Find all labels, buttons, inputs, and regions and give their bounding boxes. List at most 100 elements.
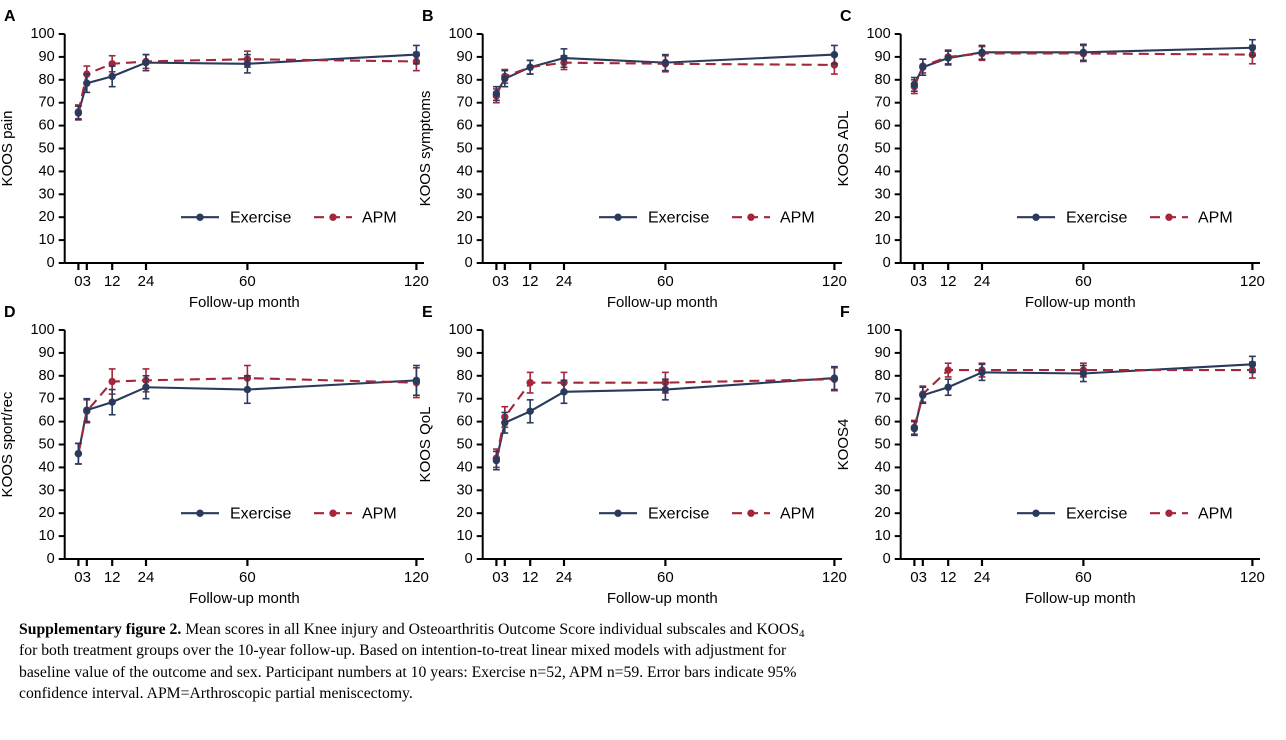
svg-text:10: 10 <box>875 528 891 544</box>
svg-text:100: 100 <box>448 322 472 338</box>
svg-text:100: 100 <box>30 26 54 42</box>
svg-text:60: 60 <box>875 413 891 429</box>
svg-text:70: 70 <box>457 95 473 111</box>
svg-text:90: 90 <box>39 49 55 65</box>
svg-text:3: 3 <box>83 569 91 586</box>
svg-text:70: 70 <box>39 95 55 111</box>
svg-text:12: 12 <box>940 569 957 586</box>
svg-text:80: 80 <box>39 367 55 383</box>
svg-text:KOOS sport/rec: KOOS sport/rec <box>0 391 16 497</box>
svg-text:APM: APM <box>780 210 815 227</box>
svg-text:30: 30 <box>39 482 55 498</box>
svg-text:30: 30 <box>875 186 891 202</box>
svg-text:100: 100 <box>448 26 472 42</box>
svg-text:E: E <box>422 304 433 321</box>
svg-text:80: 80 <box>875 72 891 88</box>
svg-text:80: 80 <box>875 367 891 383</box>
svg-text:APM: APM <box>362 505 397 522</box>
svg-text:60: 60 <box>1075 273 1092 290</box>
svg-text:0: 0 <box>492 569 500 586</box>
svg-text:30: 30 <box>457 186 473 202</box>
svg-text:0: 0 <box>47 255 55 271</box>
svg-text:Exercise: Exercise <box>1066 505 1127 522</box>
svg-text:20: 20 <box>875 209 891 225</box>
svg-text:30: 30 <box>875 482 891 498</box>
svg-text:3: 3 <box>501 569 509 586</box>
svg-text:60: 60 <box>875 118 891 134</box>
svg-text:120: 120 <box>1240 273 1265 290</box>
svg-text:0: 0 <box>492 273 500 290</box>
svg-text:24: 24 <box>974 273 991 290</box>
svg-text:60: 60 <box>657 273 674 290</box>
svg-text:60: 60 <box>239 273 256 290</box>
svg-text:30: 30 <box>457 482 473 498</box>
svg-text:40: 40 <box>457 163 473 179</box>
svg-text:50: 50 <box>457 141 473 157</box>
svg-text:24: 24 <box>556 273 573 290</box>
svg-text:Exercise: Exercise <box>1066 210 1127 227</box>
svg-text:70: 70 <box>39 390 55 406</box>
svg-text:10: 10 <box>39 232 55 248</box>
svg-text:20: 20 <box>39 505 55 521</box>
svg-text:90: 90 <box>875 49 891 65</box>
svg-text:40: 40 <box>39 163 55 179</box>
svg-text:60: 60 <box>39 413 55 429</box>
svg-text:50: 50 <box>39 436 55 452</box>
svg-text:KOOS pain: KOOS pain <box>0 111 16 187</box>
svg-text:60: 60 <box>39 118 55 134</box>
svg-text:3: 3 <box>919 569 927 586</box>
svg-text:12: 12 <box>940 273 957 290</box>
svg-text:20: 20 <box>39 209 55 225</box>
svg-text:0: 0 <box>465 551 473 567</box>
svg-text:120: 120 <box>1240 569 1265 586</box>
svg-text:0: 0 <box>910 273 918 290</box>
svg-text:D: D <box>4 304 16 321</box>
svg-text:Exercise: Exercise <box>230 505 291 522</box>
svg-text:100: 100 <box>30 322 54 338</box>
svg-text:APM: APM <box>780 505 815 522</box>
svg-text:12: 12 <box>104 569 121 586</box>
svg-text:60: 60 <box>239 569 256 586</box>
svg-text:0: 0 <box>47 551 55 567</box>
svg-text:80: 80 <box>457 72 473 88</box>
svg-text:24: 24 <box>556 569 573 586</box>
svg-text:70: 70 <box>875 390 891 406</box>
svg-text:30: 30 <box>39 186 55 202</box>
svg-text:90: 90 <box>457 344 473 360</box>
svg-text:3: 3 <box>83 273 91 290</box>
svg-text:APM: APM <box>1198 210 1233 227</box>
svg-text:100: 100 <box>866 322 890 338</box>
svg-text:90: 90 <box>875 344 891 360</box>
svg-text:12: 12 <box>522 273 539 290</box>
svg-text:90: 90 <box>39 344 55 360</box>
svg-text:24: 24 <box>138 273 155 290</box>
svg-text:60: 60 <box>1075 569 1092 586</box>
svg-text:20: 20 <box>875 505 891 521</box>
svg-text:APM: APM <box>1198 505 1233 522</box>
svg-text:10: 10 <box>457 528 473 544</box>
svg-text:24: 24 <box>974 569 991 586</box>
svg-text:60: 60 <box>657 569 674 586</box>
svg-text:50: 50 <box>457 436 473 452</box>
svg-text:80: 80 <box>457 367 473 383</box>
svg-text:90: 90 <box>457 49 473 65</box>
svg-text:0: 0 <box>883 255 891 271</box>
svg-text:KOOS symptoms: KOOS symptoms <box>417 91 434 207</box>
svg-text:70: 70 <box>457 390 473 406</box>
svg-text:10: 10 <box>457 232 473 248</box>
svg-text:40: 40 <box>457 459 473 475</box>
svg-text:0: 0 <box>74 273 82 290</box>
svg-text:0: 0 <box>910 569 918 586</box>
svg-text:20: 20 <box>457 209 473 225</box>
svg-text:40: 40 <box>875 459 891 475</box>
svg-text:C: C <box>840 8 852 25</box>
svg-text:50: 50 <box>875 436 891 452</box>
svg-text:A: A <box>4 8 16 25</box>
svg-text:0: 0 <box>74 569 82 586</box>
svg-text:100: 100 <box>866 26 890 42</box>
svg-text:Exercise: Exercise <box>230 210 291 227</box>
svg-text:KOOS4: KOOS4 <box>835 418 852 470</box>
svg-text:3: 3 <box>501 273 509 290</box>
svg-text:10: 10 <box>875 232 891 248</box>
svg-text:KOOS ADL: KOOS ADL <box>835 111 852 187</box>
